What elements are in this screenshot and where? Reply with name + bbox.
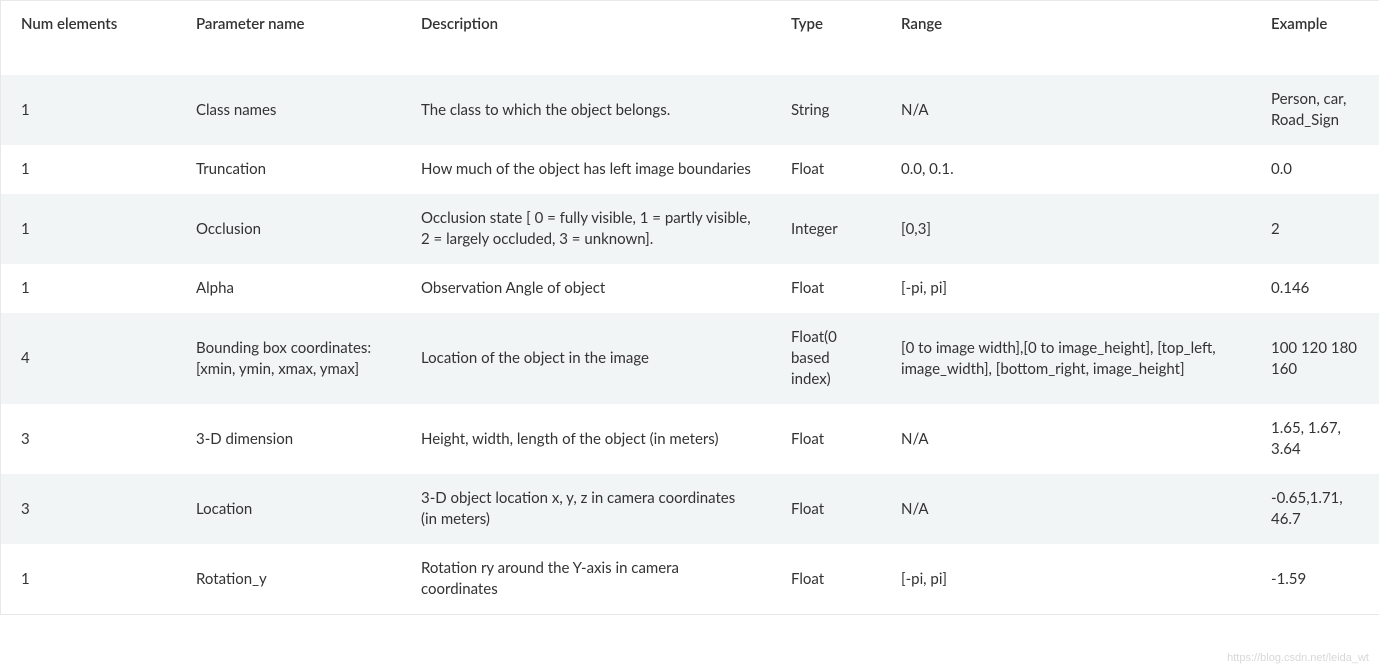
- col-header-range: Range: [881, 1, 1251, 47]
- col-header-param: Parameter name: [176, 1, 401, 47]
- cell-example: Person, car, Road_Sign: [1251, 75, 1379, 145]
- cell-range: [0,3]: [881, 194, 1251, 264]
- cell-range: [-pi, pi]: [881, 544, 1251, 614]
- table-row: 1 Truncation How much of the object has …: [1, 145, 1379, 194]
- table-row: 1 Occlusion Occlusion state [ 0 = fully …: [1, 194, 1379, 264]
- cell-param: Class names: [176, 75, 401, 145]
- cell-desc: Occlusion state [ 0 = fully visible, 1 =…: [401, 194, 771, 264]
- cell-desc: Rotation ry around the Y-axis in camera …: [401, 544, 771, 614]
- cell-type: Float: [771, 404, 881, 474]
- cell-type: Float: [771, 145, 881, 194]
- cell-param: 3-D dimension: [176, 404, 401, 474]
- table-row: 1 Class names The class to which the obj…: [1, 75, 1379, 145]
- cell-type: Float: [771, 544, 881, 614]
- parameters-table: Num elements Parameter name Description …: [1, 1, 1379, 614]
- cell-range: [-pi, pi]: [881, 264, 1251, 313]
- cell-example: 0.146: [1251, 264, 1379, 313]
- cell-num: 4: [1, 313, 176, 404]
- cell-example: 1.65, 1.67, 3.64: [1251, 404, 1379, 474]
- cell-param: Occlusion: [176, 194, 401, 264]
- table-row: 3 3-D dimension Height, width, length of…: [1, 404, 1379, 474]
- cell-num: 1: [1, 194, 176, 264]
- cell-type: Integer: [771, 194, 881, 264]
- cell-num: 1: [1, 264, 176, 313]
- table-row: 1 Alpha Observation Angle of object Floa…: [1, 264, 1379, 313]
- cell-range: 0.0, 0.1.: [881, 145, 1251, 194]
- cell-range: N/A: [881, 75, 1251, 145]
- col-header-example: Example: [1251, 1, 1379, 47]
- cell-type: Float: [771, 474, 881, 544]
- col-header-desc: Description: [401, 1, 771, 47]
- cell-num: 1: [1, 75, 176, 145]
- table-row: 1 Rotation_y Rotation ry around the Y-ax…: [1, 544, 1379, 614]
- cell-example: -0.65,1.71, 46.7: [1251, 474, 1379, 544]
- cell-desc: The class to which the object belongs.: [401, 75, 771, 145]
- cell-param: Truncation: [176, 145, 401, 194]
- cell-example: -1.59: [1251, 544, 1379, 614]
- cell-param: Alpha: [176, 264, 401, 313]
- cell-type: Float: [771, 264, 881, 313]
- cell-param: Location: [176, 474, 401, 544]
- col-header-type: Type: [771, 1, 881, 47]
- cell-desc: Location of the object in the image: [401, 313, 771, 404]
- cell-param: Bounding box coordinates: [xmin, ymin, x…: [176, 313, 401, 404]
- cell-num: 3: [1, 474, 176, 544]
- cell-num: 1: [1, 544, 176, 614]
- cell-num: 3: [1, 404, 176, 474]
- table-header-row: Num elements Parameter name Description …: [1, 1, 1379, 47]
- cell-desc: Height, width, length of the object (in …: [401, 404, 771, 474]
- cell-example: 2: [1251, 194, 1379, 264]
- cell-param: Rotation_y: [176, 544, 401, 614]
- cell-desc: Observation Angle of object: [401, 264, 771, 313]
- table-row: 4 Bounding box coordinates: [xmin, ymin,…: [1, 313, 1379, 404]
- col-header-num: Num elements: [1, 1, 176, 47]
- watermark-text: https://blog.csdn.net/leida_wt: [1227, 652, 1369, 664]
- cell-type: Float(0 based index): [771, 313, 881, 404]
- cell-range: N/A: [881, 404, 1251, 474]
- cell-type: String: [771, 75, 881, 145]
- cell-example: 100 120 180 160: [1251, 313, 1379, 404]
- cell-desc: 3-D object location x, y, z in camera co…: [401, 474, 771, 544]
- cell-range: N/A: [881, 474, 1251, 544]
- cell-example: 0.0: [1251, 145, 1379, 194]
- cell-range: [0 to image width],[0 to image_height], …: [881, 313, 1251, 404]
- table-row: 3 Location 3-D object location x, y, z i…: [1, 474, 1379, 544]
- table-container: Num elements Parameter name Description …: [0, 0, 1379, 615]
- cell-desc: How much of the object has left image bo…: [401, 145, 771, 194]
- cell-num: 1: [1, 145, 176, 194]
